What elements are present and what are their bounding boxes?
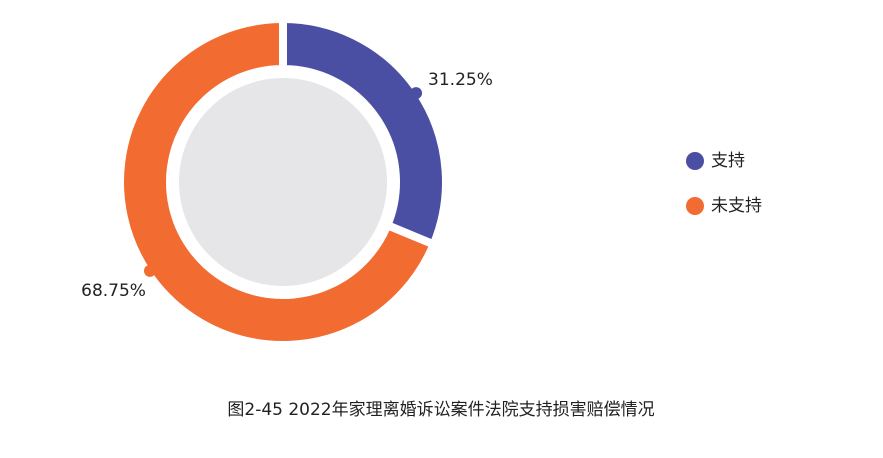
legend-marker (686, 152, 704, 170)
donut-slice (116, 14, 439, 349)
legend-marker (686, 197, 704, 215)
label-dot (143, 264, 156, 277)
donut-center (179, 78, 387, 286)
legend-text: 支持 (711, 151, 745, 171)
legend-text: 未支持 (711, 196, 762, 216)
label-dot (410, 87, 423, 100)
value-label: 31.25% (428, 70, 493, 90)
donut-slice (279, 14, 450, 250)
chart-title: 图2-45 2022年家理离婚诉讼案件法院支持损害赔偿情况 (227, 400, 654, 420)
value-label: 68.75% (81, 281, 146, 301)
